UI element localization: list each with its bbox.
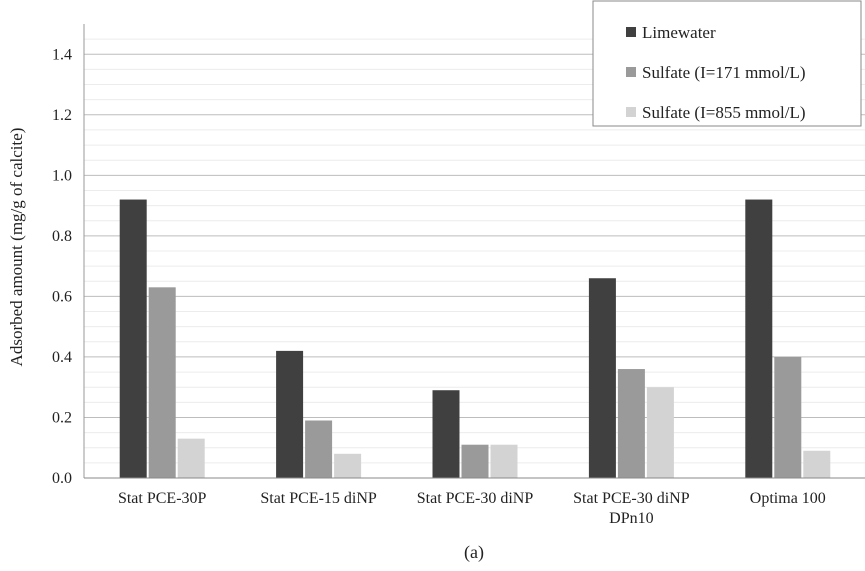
legend-box: [592, 0, 862, 127]
bar-limewater: [119, 199, 147, 478]
bar-limewater: [745, 199, 773, 478]
y-tick-label: 1.2: [52, 107, 72, 124]
y-axis-title: Adsorbed amount (mg/g of calcite): [7, 128, 26, 367]
x-tick-label: Stat PCE-30P: [118, 490, 207, 507]
bar-sulfate-i-171-mmol-l: [461, 444, 489, 478]
legend-swatch: [626, 67, 636, 77]
x-tick-label: DPn10: [609, 510, 653, 527]
bar-sulfate-i-171-mmol-l: [617, 369, 645, 478]
y-axis: 0.0 0.2 0.4 0.6 0.8 1.0 1.2 1.4: [52, 24, 85, 487]
bar-sulfate-i-855-mmol-l: [334, 453, 362, 478]
bar-limewater: [276, 350, 304, 478]
legend-label: Limewater: [642, 23, 716, 42]
x-tick-label: Stat PCE-15 diNP: [260, 490, 377, 507]
x-tick-label: Stat PCE-30 diNP: [573, 490, 690, 507]
y-tick-label: 0.4: [52, 349, 72, 366]
bars: [119, 199, 831, 478]
bar-sulfate-i-855-mmol-l: [177, 438, 205, 478]
y-tick-label: 1.4: [52, 46, 72, 63]
x-tick-label: Stat PCE-30 diNP: [417, 490, 534, 507]
bar-sulfate-i-171-mmol-l: [148, 287, 176, 478]
y-tick-label: 0.0: [52, 470, 72, 487]
x-tick-label: Optima 100: [750, 490, 826, 507]
bar-sulfate-i-855-mmol-l: [646, 387, 674, 478]
legend-swatch: [626, 27, 636, 37]
legend-label: Sulfate (I=855 mmol/L): [642, 103, 806, 122]
bar-limewater: [588, 278, 616, 478]
legend: Limewater Sulfate (I=171 mmol/L) Sulfate (…: [592, 0, 862, 127]
bar-sulfate-i-855-mmol-l: [803, 450, 831, 478]
y-tick-label: 0.8: [52, 228, 72, 245]
x-axis: Stat PCE-30P Stat PCE-15 diNP Stat PCE-30 …: [84, 477, 865, 527]
bar-limewater: [432, 390, 460, 478]
bar-sulfate-i-855-mmol-l: [490, 444, 518, 478]
y-tick-label: 0.6: [52, 288, 72, 305]
y-tick-label: 1.0: [52, 167, 72, 184]
legend-swatch: [626, 107, 636, 117]
y-tick-label: 0.2: [52, 409, 72, 426]
bar-sulfate-i-171-mmol-l: [774, 356, 802, 478]
figure-caption: (a): [464, 542, 484, 563]
legend-label: Sulfate (I=171 mmol/L): [642, 63, 806, 82]
bar-sulfate-i-171-mmol-l: [305, 420, 333, 478]
